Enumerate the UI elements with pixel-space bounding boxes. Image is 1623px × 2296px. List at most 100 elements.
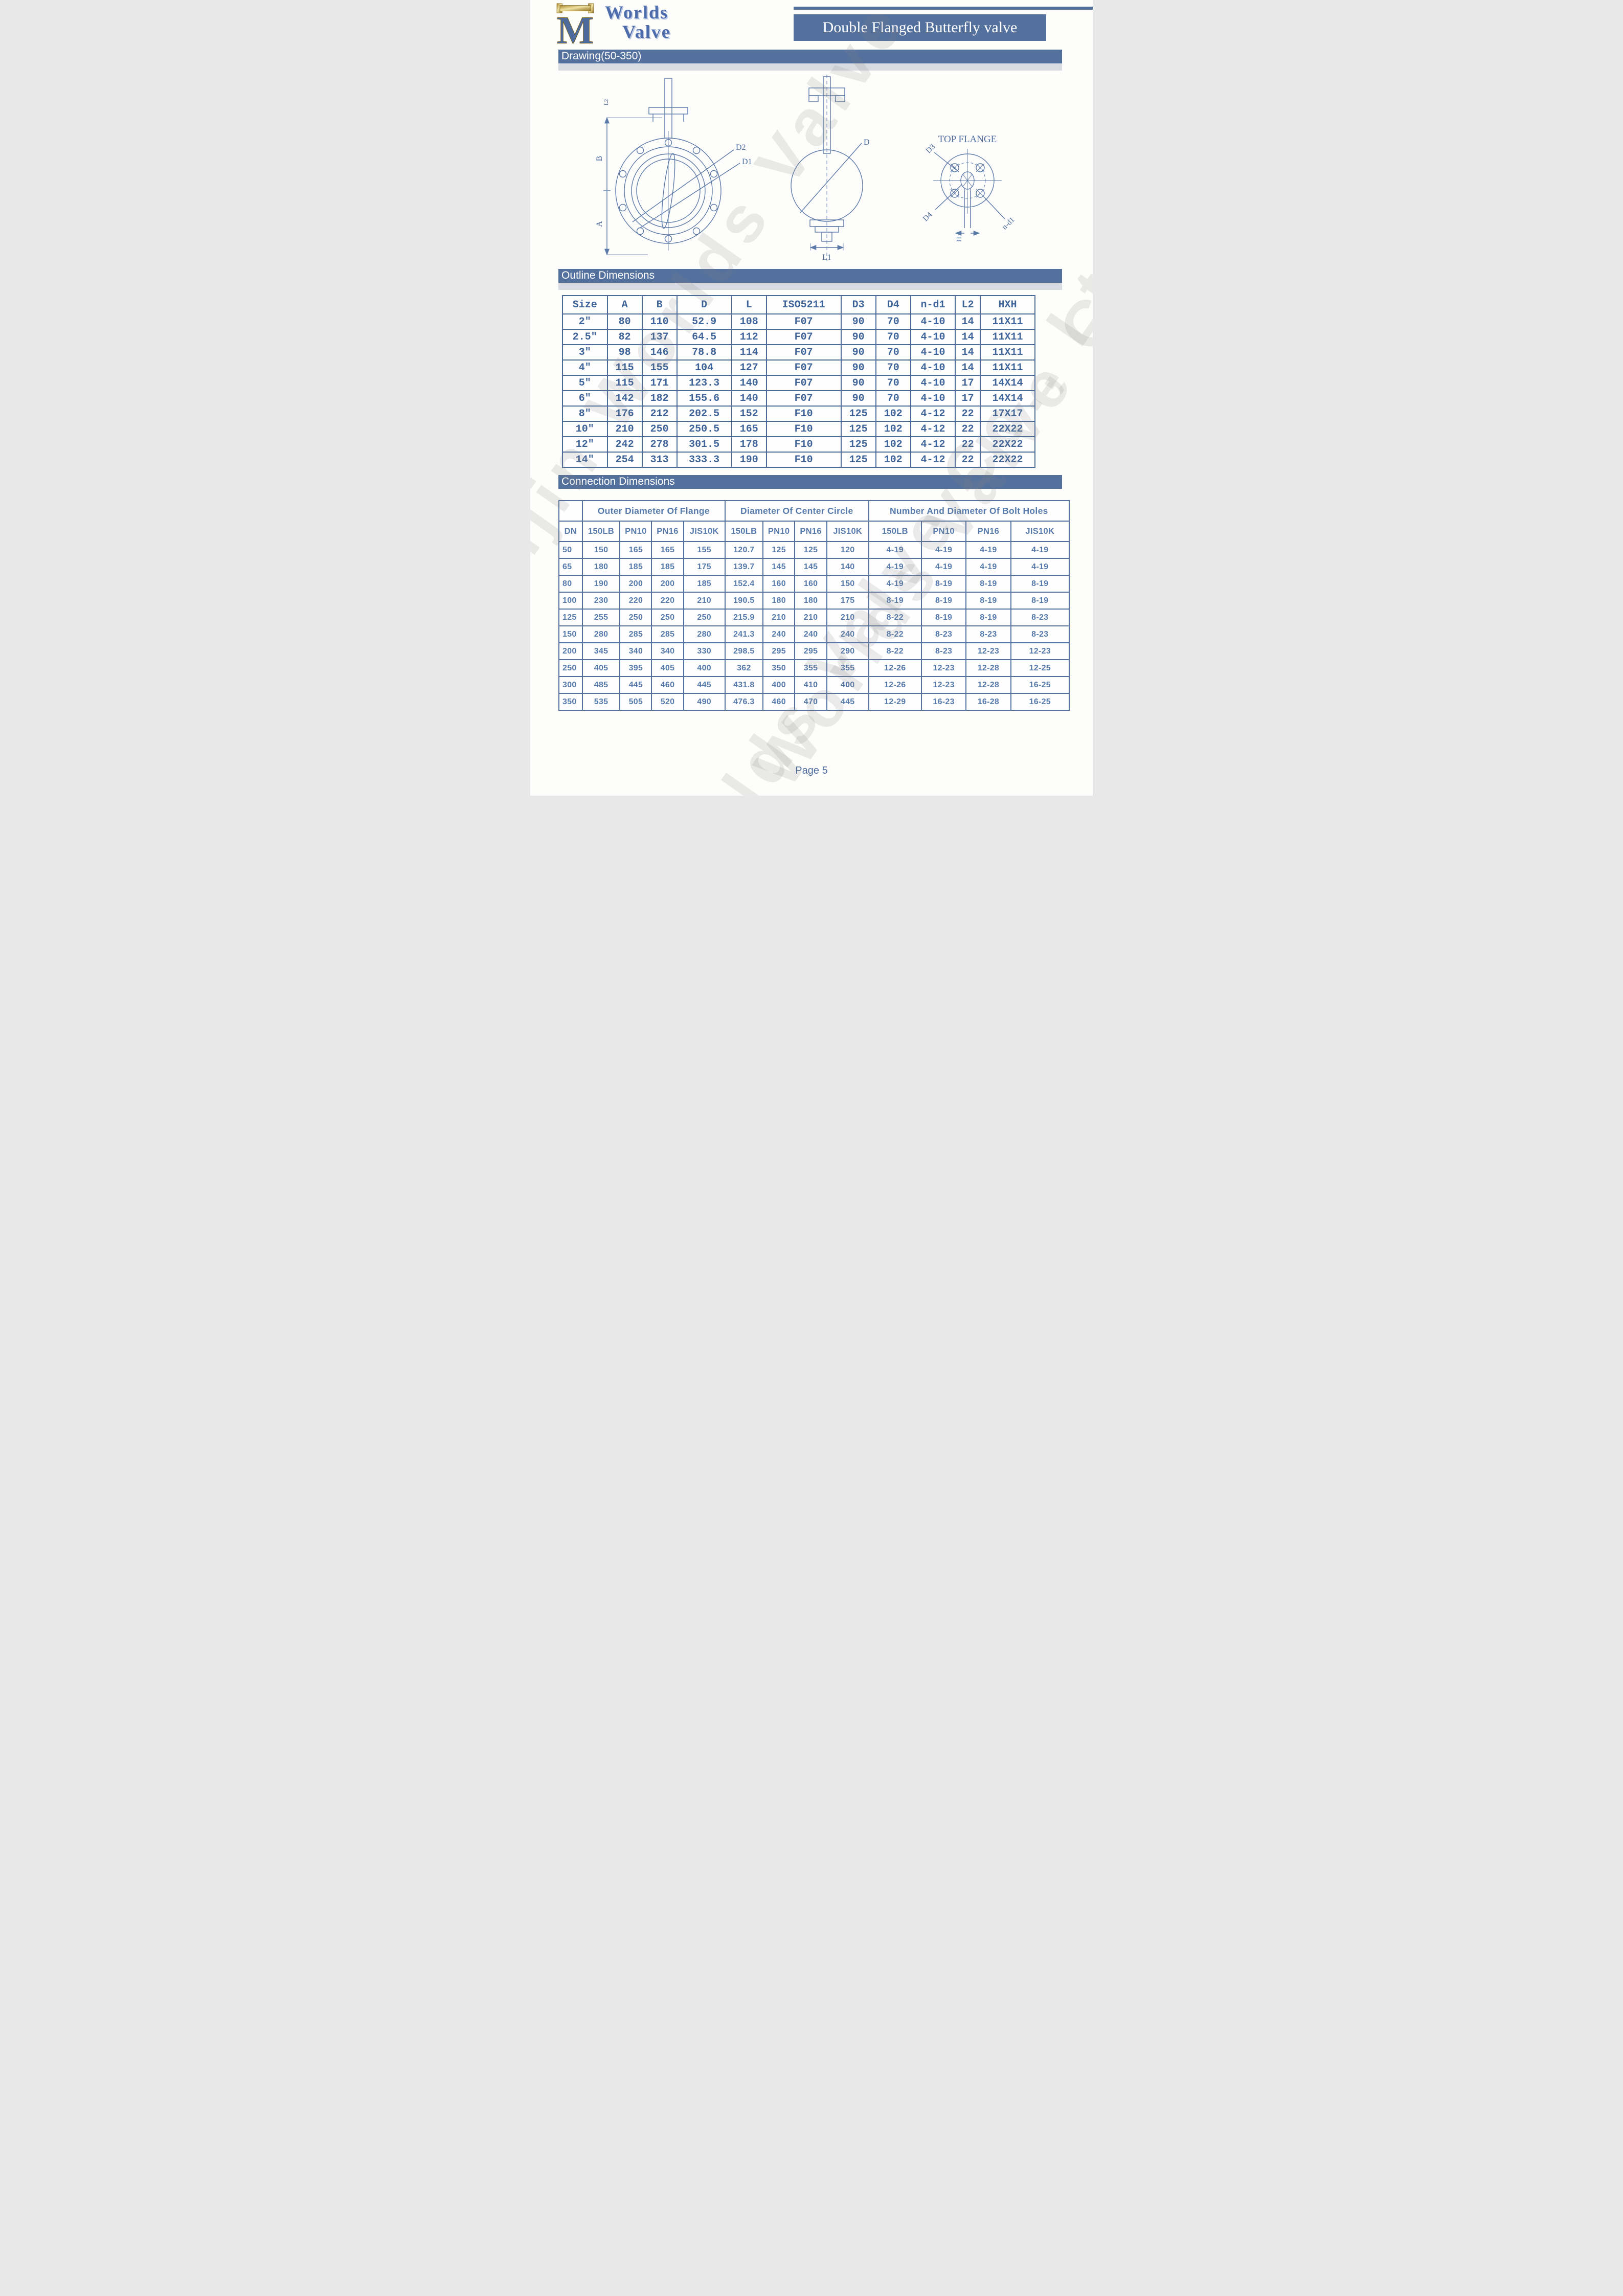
outline-cell: 4-10 <box>910 313 956 330</box>
connection-cell: 215.9 <box>724 609 763 626</box>
drawing-section-heading: Drawing(50-350) <box>558 50 1062 63</box>
outline-table-row: 14" 254 313 333.3 190 F10 125 102 4-12 22 22X22 <box>562 452 1036 468</box>
outline-cell: 98 <box>606 344 643 361</box>
outline-cell: 70 <box>875 359 911 376</box>
outline-table-row: 6" 142 182 155.6 140 F07 90 70 4-10 17 14X14 <box>562 390 1036 407</box>
connection-cell: 185 <box>683 575 726 593</box>
connection-cell: 280 <box>581 625 621 643</box>
page-number: Page 5 <box>795 765 828 776</box>
connection-cell: 350 <box>762 659 796 677</box>
connection-table-row: 100 230 220 220 210 190.5 180 180 175 8-19 8-19 8-1… <box>558 592 1070 610</box>
connection-cell: 241.3 <box>724 625 763 643</box>
outline-cell: 4-10 <box>910 344 956 361</box>
outline-cell: 64.5 <box>676 329 732 345</box>
outline-cell: 4-12 <box>910 421 956 437</box>
connection-cell: 180 <box>581 558 621 576</box>
outline-cell: 80 <box>606 313 643 330</box>
connection-table-row: 200 345 340 340 330 298.5 295 295 290 8-22 8-23 12-… <box>558 642 1070 660</box>
outline-cell: 110 <box>641 313 678 330</box>
outline-cell: 90 <box>840 375 876 391</box>
technical-drawing: B A L2 D2 D1 D L1 TOP FLANGE D3 D4 n-d1 … <box>595 75 1017 262</box>
connection-dn-cell: 125 <box>558 609 583 626</box>
connection-cell: 200 <box>619 575 652 593</box>
dim-label-n-d1: n-d1 <box>1001 216 1017 232</box>
connection-dn-cell: 350 <box>558 693 583 711</box>
outline-cell: 4" <box>562 359 608 376</box>
connection-cell: 175 <box>683 558 726 576</box>
connection-cell: 16-25 <box>1010 676 1070 694</box>
connection-cell: 4-19 <box>920 541 967 559</box>
dim-label-d2: D2 <box>736 143 746 152</box>
connection-cell: 120 <box>826 541 869 559</box>
connection-cell: 8-19 <box>920 575 967 593</box>
connection-cell: 240 <box>826 625 869 643</box>
connection-cell: 16-28 <box>965 693 1011 711</box>
company-name-line2: Valve <box>622 21 671 42</box>
outline-table-row: 2" 80 110 52.9 108 F07 90 70 4-10 14 11X11 <box>562 313 1036 330</box>
connection-cell: 8-23 <box>920 625 967 643</box>
section-divider <box>558 283 1062 290</box>
outline-cell: 123.3 <box>676 375 732 391</box>
outline-cell: 5" <box>562 375 608 391</box>
outline-cell: 278 <box>641 436 678 453</box>
connection-cell: 4-19 <box>1010 558 1070 576</box>
outline-cell: 165 <box>731 421 767 437</box>
outline-cell: 102 <box>875 436 911 453</box>
connection-section-heading: Connection Dimensions <box>558 475 1062 489</box>
connection-cell: 445 <box>683 676 726 694</box>
connection-cell: 12-23 <box>920 659 967 677</box>
connection-cell: 4-19 <box>1010 541 1070 559</box>
connection-cell: 8-23 <box>1010 625 1070 643</box>
outline-cell: 17X17 <box>979 406 1036 422</box>
outline-table-row: 5" 115 171 123.3 140 F07 90 70 4-10 17 14X14 <box>562 375 1036 391</box>
outline-cell: 78.8 <box>676 344 732 361</box>
connection-cell: 220 <box>619 592 652 610</box>
connection-cell: 280 <box>683 625 726 643</box>
outline-cell: 125 <box>840 421 876 437</box>
outline-cell: 142 <box>606 390 643 407</box>
outline-cell: 14 <box>955 313 981 330</box>
connection-sub-header: 150LB <box>724 521 763 542</box>
connection-cell: 139.7 <box>724 558 763 576</box>
connection-cell: 125 <box>762 541 796 559</box>
connection-cell: 4-19 <box>920 558 967 576</box>
outline-table-row: 8" 176 212 202.5 152 F10 125 102 4-12 22 17X17 <box>562 406 1036 422</box>
outline-cell: 212 <box>641 406 678 422</box>
title-accent-strip <box>794 7 1093 10</box>
connection-cell: 230 <box>581 592 621 610</box>
outline-cell: 140 <box>731 375 767 391</box>
connection-sub-header: PN16 <box>965 521 1011 542</box>
outline-cell: 11X11 <box>979 329 1036 345</box>
outline-cell: 202.5 <box>676 406 732 422</box>
connection-cell: 165 <box>619 541 652 559</box>
outline-table-header: Size A B D L ISO5211 D3 D4 n-d1 L2 HXH <box>562 295 1036 314</box>
outline-col-header: Size <box>562 295 608 314</box>
outline-cell: 22X22 <box>979 452 1036 468</box>
outline-table-body: 2" 80 110 52.9 108 F07 90 70 4-10 14 11X11 2.5" 82 13… <box>562 313 1036 468</box>
connection-cell: 4-19 <box>868 541 922 559</box>
connection-cell: 210 <box>683 592 726 610</box>
connection-cell: 330 <box>683 642 726 660</box>
connection-cell: 125 <box>794 541 827 559</box>
outline-cell: F07 <box>765 359 842 376</box>
bolt-holes-front <box>619 139 718 243</box>
connection-cell: 250 <box>619 609 652 626</box>
connection-sub-header: JIS10K <box>683 521 726 542</box>
connection-cell: 460 <box>651 676 684 694</box>
connection-cell: 16-23 <box>920 693 967 711</box>
outline-cell: 4-10 <box>910 375 956 391</box>
outline-cell: 17 <box>955 390 981 407</box>
outline-col-header: A <box>606 295 643 314</box>
connection-cell: 298.5 <box>724 642 763 660</box>
connection-cell: 160 <box>762 575 796 593</box>
connection-cell: 120.7 <box>724 541 763 559</box>
outline-cell: 125 <box>840 406 876 422</box>
connection-sub-header: 150LB <box>581 521 621 542</box>
outline-cell: F10 <box>765 452 842 468</box>
connection-sub-header: PN16 <box>794 521 827 542</box>
connection-cell: 12-28 <box>965 676 1011 694</box>
outline-cell: F07 <box>765 329 842 345</box>
outline-cell: 176 <box>606 406 643 422</box>
connection-cell: 400 <box>683 659 726 677</box>
outline-cell: 114 <box>731 344 767 361</box>
